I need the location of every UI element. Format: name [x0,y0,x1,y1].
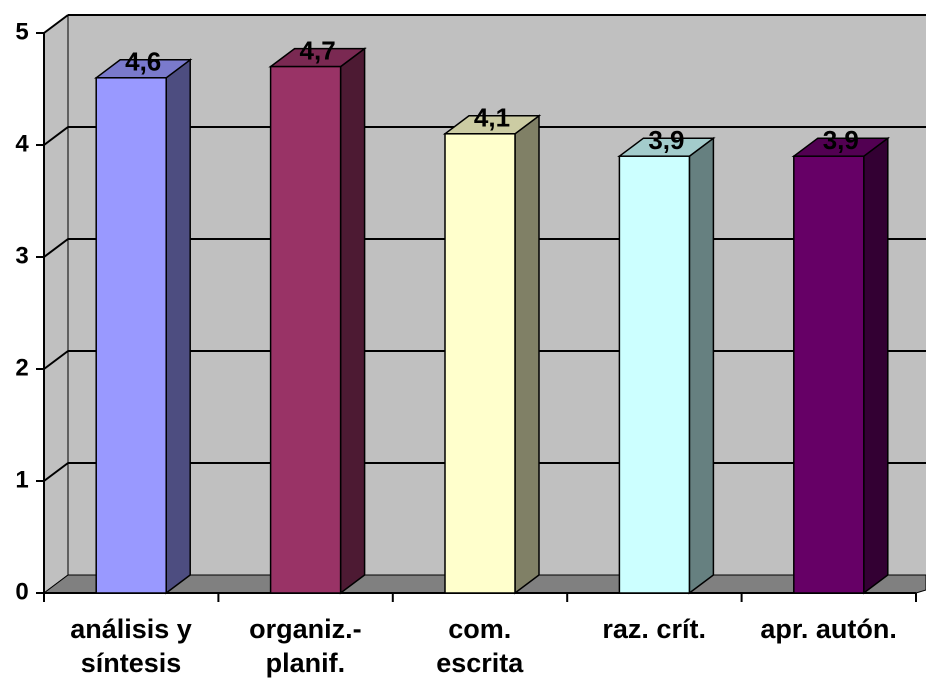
bar-side [339,47,366,595]
bar [269,65,342,594]
grid-line [43,350,69,370]
x-tick-label: com. escrita [436,614,524,678]
value-label: 4,7 [300,35,336,65]
x-tick-label: apr. autón. [760,614,897,644]
y-tick-label: 4 [15,130,29,157]
value-label: 3,9 [823,125,859,155]
side-wall [43,14,69,594]
grid-line [43,238,69,258]
x-tick-label: raz. crít. [602,614,706,644]
y-tick-label: 5 [15,18,28,45]
bar [793,155,865,594]
value-label: 3,9 [648,125,684,155]
y-tick-label: 2 [15,354,28,381]
bar-side [514,114,540,595]
bar [444,133,516,594]
y-tick-label: 0 [15,578,28,605]
y-tick-label: 3 [15,242,28,269]
y-tick-label: 1 [15,466,28,493]
bar [95,77,167,594]
bar-side [863,136,889,595]
grid-line [43,14,69,34]
value-label: 4,6 [125,47,161,77]
bar-side [165,58,191,595]
bar [618,155,691,594]
grid-line [43,462,69,482]
bar-side [688,136,715,595]
x-tick-label: organiz.- planif. [249,614,362,678]
x-tick-label: análisis y síntesis [70,614,192,678]
value-label: 4,1 [474,103,510,133]
grid-line [43,126,69,146]
